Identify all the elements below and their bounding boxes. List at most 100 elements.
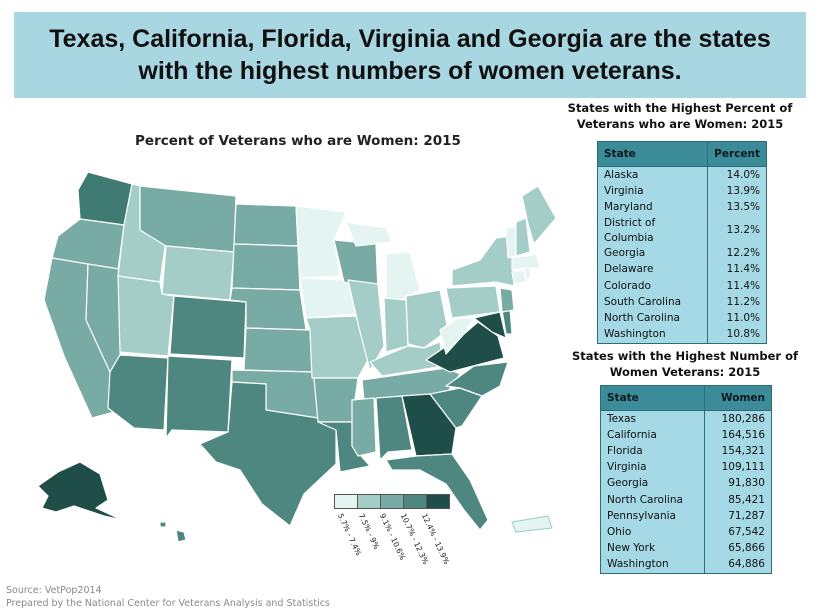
number-table-state-cell: North Carolina [599,491,706,509]
percent-table-value-cell: 12.2% [707,245,767,262]
percent-table-state-cell: Washington [596,326,709,344]
state-mississippi [351,397,377,457]
state-kentucky [369,341,445,377]
percent-table-state-cell: North Carolina [596,310,709,327]
state-maryland [473,311,507,339]
number-table-state-cell: California [599,427,706,444]
state-new-jersey [499,287,515,313]
source-line: Source: VetPop2014 [6,585,102,596]
percent-table-value-cell: 13.5% [707,199,767,216]
number-table-value-cell: 154,321 [704,443,772,460]
number-table-row: Ohio 67,542 [599,524,772,541]
percent-table-row: Virginia 13.9% [596,183,767,200]
state-colorado [169,295,247,359]
percent-table-value-cell: 11.4% [707,277,767,295]
percent-table: State Percent Alaska 14.0% Virginia 13.9% Ma… [596,141,767,344]
number-table: State Women Texas 180,286 California 164,51… [599,385,772,574]
number-table-value-cell: 109,111 [704,459,772,476]
state-connecticut [511,269,527,285]
percent-table-value-cell: 11.2% [707,294,767,311]
state-massachusetts [511,253,541,271]
percent-table-title-line-2: Veterans who are Women: 2015 [576,117,784,131]
number-table-title-line-1: States with the Highest Number of [572,349,798,363]
percent-table-row: South Carolina 11.2% [596,294,767,311]
percent-table-state-cell: Delaware [596,261,709,278]
number-table-header-row: State Women [599,385,772,411]
number-table-state-cell: Georgia [599,475,706,492]
number-table-state-cell: Florida [599,443,706,460]
percent-table-col-state: State [596,141,709,167]
state-south-carolina [429,387,483,429]
legend-swatch [380,494,404,509]
number-table-row: Pennsylvania 71,287 [599,508,772,525]
state-washington [77,171,133,226]
percent-table-row: Alaska 14.0% [596,166,767,184]
number-table-state-cell: New York [599,540,706,557]
state-wyoming [161,245,235,301]
percent-table-row: Georgia 12.2% [596,245,767,262]
headline-banner: Texas, California, Florida, Virginia and… [14,12,806,98]
percent-table-value-cell: 11.4% [707,261,767,278]
state-new-york [451,235,515,287]
number-table-value-cell: 180,286 [704,410,772,428]
percent-table-value-cell: 13.9% [707,183,767,200]
state-hawaii [175,529,187,543]
state-vermont [505,225,517,259]
state-kansas [243,327,313,373]
percent-table-state-cell: Colorado [596,277,709,295]
number-table-title-line-2: Women Veterans: 2015 [609,365,761,379]
percent-table-value-cell: 13.2% [707,215,767,246]
number-table-state-cell: Texas [599,410,706,428]
number-table-value-cell: 85,421 [704,491,772,509]
number-table-value-cell: 65,866 [704,540,772,557]
number-table-value-cell: 71,287 [704,508,772,525]
state-north-dakota [233,203,299,247]
number-table-value-cell: 67,542 [704,524,772,541]
percent-table-row: District of Columbia 13.2% [596,215,767,246]
state-texas [199,381,337,527]
number-table-state-cell: Pennsylvania [599,508,706,525]
state-alabama [375,395,413,461]
state-michigan-upper [345,221,393,247]
number-table-row: Washington 64,886 [599,556,772,574]
state-hawaii-islands [159,521,167,528]
percent-table-value-cell: 11.0% [707,310,767,327]
percent-table-row: North Carolina 11.0% [596,310,767,327]
percent-table-state-cell: Alaska [596,166,709,184]
percent-table-row: Maryland 13.5% [596,199,767,216]
number-table-row: California 164,516 [599,427,772,444]
prepared-by-line: Prepared by the National Center for Vete… [6,598,330,609]
percent-table-title-line-1: States with the Highest Percent of [567,101,793,115]
map-legend [334,494,450,509]
state-georgia [401,393,457,457]
state-ohio [405,289,449,349]
state-new-mexico [165,355,233,439]
percent-table-value-cell: 14.0% [707,166,767,184]
percent-table-state-cell: Virginia [596,183,709,200]
number-table-row: Georgia 91,830 [599,475,772,492]
number-table-value-cell: 64,886 [704,556,772,574]
number-table-col-state: State [599,385,706,411]
legend-swatch [357,494,381,509]
state-iowa [299,277,357,319]
percent-table-row: Colorado 11.4% [596,277,767,295]
percent-table-state-cell: District of Columbia [596,215,709,246]
number-table-row: Florida 154,321 [599,443,772,460]
number-table-value-cell: 164,516 [704,427,772,444]
source-note: Source: VetPop2014 Prepared by the Natio… [6,584,330,610]
legend-swatch [334,494,358,509]
percent-table-title: States with the Highest Percent of Veter… [566,100,794,132]
number-table-row: North Carolina 85,421 [599,491,772,509]
state-maine [521,185,557,245]
percent-table-state-cell: South Carolina [596,294,709,311]
state-alaska [37,461,123,521]
percent-table-value-cell: 10.8% [707,326,767,344]
state-new-hampshire [515,217,531,257]
percent-table-col-percent: Percent [707,141,767,167]
percent-table-state-cell: Maryland [596,199,709,216]
legend-swatch [403,494,427,509]
state-south-dakota [231,243,301,291]
map-title: Percent of Veterans who are Women: 2015 [135,133,461,149]
headline-line-2: with the highest numbers of women vetera… [138,57,682,85]
